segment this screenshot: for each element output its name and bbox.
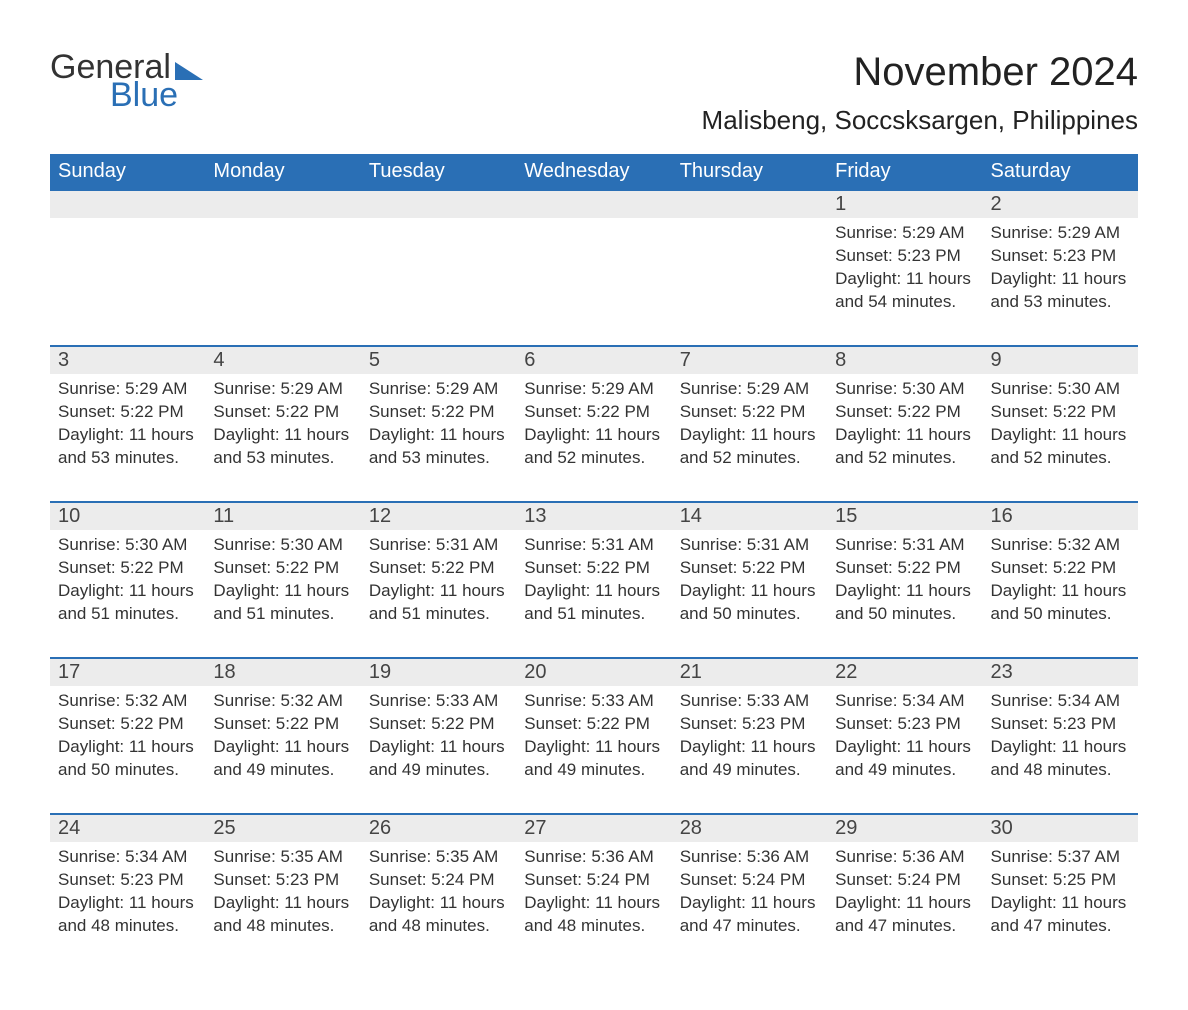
- day-data: Sunrise: 5:34 AMSunset: 5:23 PMDaylight:…: [983, 686, 1138, 792]
- day-data: Sunrise: 5:30 AMSunset: 5:22 PMDaylight:…: [983, 374, 1138, 480]
- day-number: 19: [361, 659, 516, 686]
- weekday-header: Tuesday: [361, 154, 516, 190]
- day-number: 18: [205, 659, 360, 686]
- day-number: 4: [205, 347, 360, 374]
- month-title: November 2024: [702, 50, 1138, 95]
- day-data: Sunrise: 5:34 AMSunset: 5:23 PMDaylight:…: [827, 686, 982, 792]
- day-number: 23: [983, 659, 1138, 686]
- day-number: 17: [50, 659, 205, 686]
- day-number: 11: [205, 503, 360, 530]
- day-data: Sunrise: 5:29 AMSunset: 5:22 PMDaylight:…: [50, 374, 205, 480]
- day-data: Sunrise: 5:29 AMSunset: 5:23 PMDaylight:…: [983, 218, 1138, 324]
- day-data: Sunrise: 5:29 AMSunset: 5:23 PMDaylight:…: [827, 218, 982, 324]
- logo-text-blue: Blue: [110, 78, 203, 112]
- day-number: 6: [516, 347, 671, 374]
- day-data: Sunrise: 5:29 AMSunset: 5:22 PMDaylight:…: [672, 374, 827, 480]
- day-data: Sunrise: 5:36 AMSunset: 5:24 PMDaylight:…: [827, 842, 982, 948]
- calendar-data-row: Sunrise: 5:30 AMSunset: 5:22 PMDaylight:…: [50, 530, 1138, 658]
- day-number: 10: [50, 503, 205, 530]
- day-number: 8: [827, 347, 982, 374]
- day-number: 14: [672, 503, 827, 530]
- day-number: 22: [827, 659, 982, 686]
- day-number: 7: [672, 347, 827, 374]
- day-data: Sunrise: 5:33 AMSunset: 5:22 PMDaylight:…: [516, 686, 671, 792]
- day-number: 15: [827, 503, 982, 530]
- calendar-daynum-row: 12: [50, 190, 1138, 218]
- day-number: 16: [983, 503, 1138, 530]
- day-data: Sunrise: 5:32 AMSunset: 5:22 PMDaylight:…: [50, 686, 205, 792]
- day-number: [516, 191, 671, 218]
- day-data: Sunrise: 5:36 AMSunset: 5:24 PMDaylight:…: [516, 842, 671, 948]
- location: Malisbeng, Soccsksargen, Philippines: [702, 105, 1138, 136]
- day-number: 21: [672, 659, 827, 686]
- day-number: 28: [672, 815, 827, 842]
- day-number: [672, 191, 827, 218]
- calendar-table: SundayMondayTuesdayWednesdayThursdayFrid…: [50, 154, 1138, 970]
- logo-triangle-icon: [175, 62, 203, 80]
- day-data: Sunrise: 5:32 AMSunset: 5:22 PMDaylight:…: [983, 530, 1138, 636]
- day-data: Sunrise: 5:29 AMSunset: 5:22 PMDaylight:…: [205, 374, 360, 480]
- day-data: Sunrise: 5:34 AMSunset: 5:23 PMDaylight:…: [50, 842, 205, 948]
- calendar-daynum-row: 3456789: [50, 346, 1138, 374]
- day-number: 5: [361, 347, 516, 374]
- header: General Blue November 2024 Malisbeng, So…: [50, 50, 1138, 136]
- day-data: Sunrise: 5:35 AMSunset: 5:24 PMDaylight:…: [361, 842, 516, 948]
- day-number: 25: [205, 815, 360, 842]
- day-data: Sunrise: 5:29 AMSunset: 5:22 PMDaylight:…: [361, 374, 516, 480]
- day-data: Sunrise: 5:33 AMSunset: 5:22 PMDaylight:…: [361, 686, 516, 792]
- day-number: 9: [983, 347, 1138, 374]
- weekday-header: Saturday: [983, 154, 1138, 190]
- day-data: Sunrise: 5:29 AMSunset: 5:22 PMDaylight:…: [516, 374, 671, 480]
- day-data: Sunrise: 5:31 AMSunset: 5:22 PMDaylight:…: [516, 530, 671, 636]
- day-data: Sunrise: 5:37 AMSunset: 5:25 PMDaylight:…: [983, 842, 1138, 948]
- weekday-header: Thursday: [672, 154, 827, 190]
- calendar-data-row: Sunrise: 5:29 AMSunset: 5:22 PMDaylight:…: [50, 374, 1138, 502]
- day-number: 13: [516, 503, 671, 530]
- weekday-header: Monday: [205, 154, 360, 190]
- day-number: 12: [361, 503, 516, 530]
- day-data: Sunrise: 5:30 AMSunset: 5:22 PMDaylight:…: [827, 374, 982, 480]
- day-number: 2: [983, 191, 1138, 218]
- day-number: 30: [983, 815, 1138, 842]
- day-data: Sunrise: 5:36 AMSunset: 5:24 PMDaylight:…: [672, 842, 827, 948]
- weekday-header: Sunday: [50, 154, 205, 190]
- day-number: [361, 191, 516, 218]
- day-data: Sunrise: 5:31 AMSunset: 5:22 PMDaylight:…: [361, 530, 516, 636]
- day-data: Sunrise: 5:31 AMSunset: 5:22 PMDaylight:…: [827, 530, 982, 636]
- day-number: 26: [361, 815, 516, 842]
- day-data: Sunrise: 5:30 AMSunset: 5:22 PMDaylight:…: [205, 530, 360, 636]
- day-number: [205, 191, 360, 218]
- day-number: 24: [50, 815, 205, 842]
- calendar-daynum-row: 24252627282930: [50, 814, 1138, 842]
- day-data: Sunrise: 5:32 AMSunset: 5:22 PMDaylight:…: [205, 686, 360, 792]
- calendar-daynum-row: 10111213141516: [50, 502, 1138, 530]
- weekday-header: Friday: [827, 154, 982, 190]
- day-data: Sunrise: 5:30 AMSunset: 5:22 PMDaylight:…: [50, 530, 205, 636]
- day-number: 29: [827, 815, 982, 842]
- day-data: Sunrise: 5:31 AMSunset: 5:22 PMDaylight:…: [672, 530, 827, 636]
- calendar-data-row: Sunrise: 5:34 AMSunset: 5:23 PMDaylight:…: [50, 842, 1138, 970]
- weekday-header: Wednesday: [516, 154, 671, 190]
- day-number: 20: [516, 659, 671, 686]
- calendar-daynum-row: 17181920212223: [50, 658, 1138, 686]
- title-block: November 2024 Malisbeng, Soccsksargen, P…: [702, 50, 1138, 136]
- logo: General Blue: [50, 50, 203, 112]
- calendar-data-row: Sunrise: 5:29 AMSunset: 5:23 PMDaylight:…: [50, 218, 1138, 346]
- day-number: [50, 191, 205, 218]
- weekday-header-row: SundayMondayTuesdayWednesdayThursdayFrid…: [50, 154, 1138, 190]
- day-number: 3: [50, 347, 205, 374]
- day-data: Sunrise: 5:35 AMSunset: 5:23 PMDaylight:…: [205, 842, 360, 948]
- calendar-data-row: Sunrise: 5:32 AMSunset: 5:22 PMDaylight:…: [50, 686, 1138, 814]
- day-number: 1: [827, 191, 982, 218]
- day-data: Sunrise: 5:33 AMSunset: 5:23 PMDaylight:…: [672, 686, 827, 792]
- day-number: 27: [516, 815, 671, 842]
